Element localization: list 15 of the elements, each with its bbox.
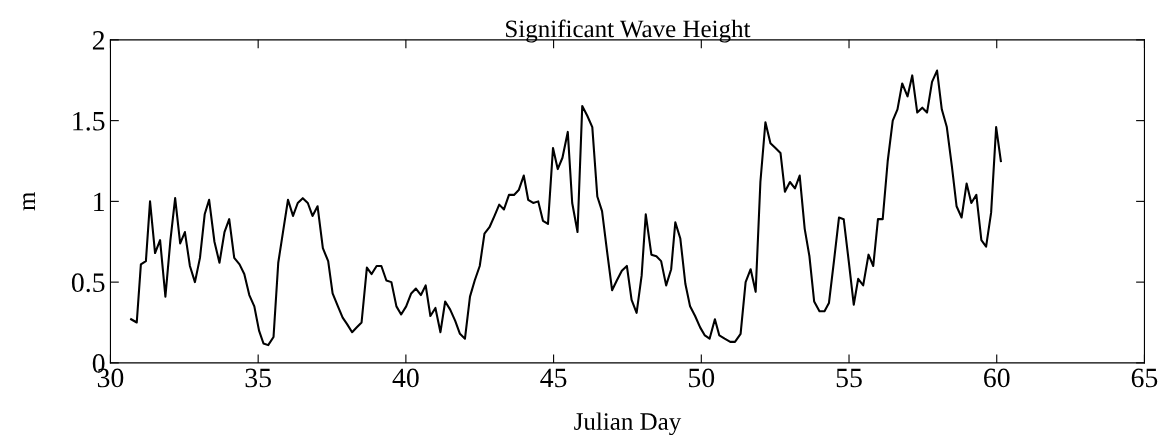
x-tick-label: 35 bbox=[245, 368, 271, 388]
x-tick-label: 40 bbox=[392, 368, 419, 388]
line-series bbox=[130, 69, 1002, 347]
y-tick-label: 2 bbox=[92, 31, 105, 50]
y-tick-label: 0.5 bbox=[71, 273, 105, 293]
x-axis-title: Julian Day bbox=[574, 412, 682, 436]
x-tick-label: 55 bbox=[836, 368, 862, 388]
y-axis-title: m bbox=[23, 192, 35, 211]
y-tick-label: 1 bbox=[94, 192, 104, 212]
y-tick-label: 1.5 bbox=[73, 111, 105, 131]
x-tick-label: 60 bbox=[984, 368, 1010, 388]
chart-title: Significant Wave Height bbox=[506, 19, 751, 43]
x-tick-label: 50 bbox=[689, 368, 715, 388]
x-tick-label: 65 bbox=[1131, 368, 1158, 388]
x-tick-label: 45 bbox=[540, 368, 567, 388]
